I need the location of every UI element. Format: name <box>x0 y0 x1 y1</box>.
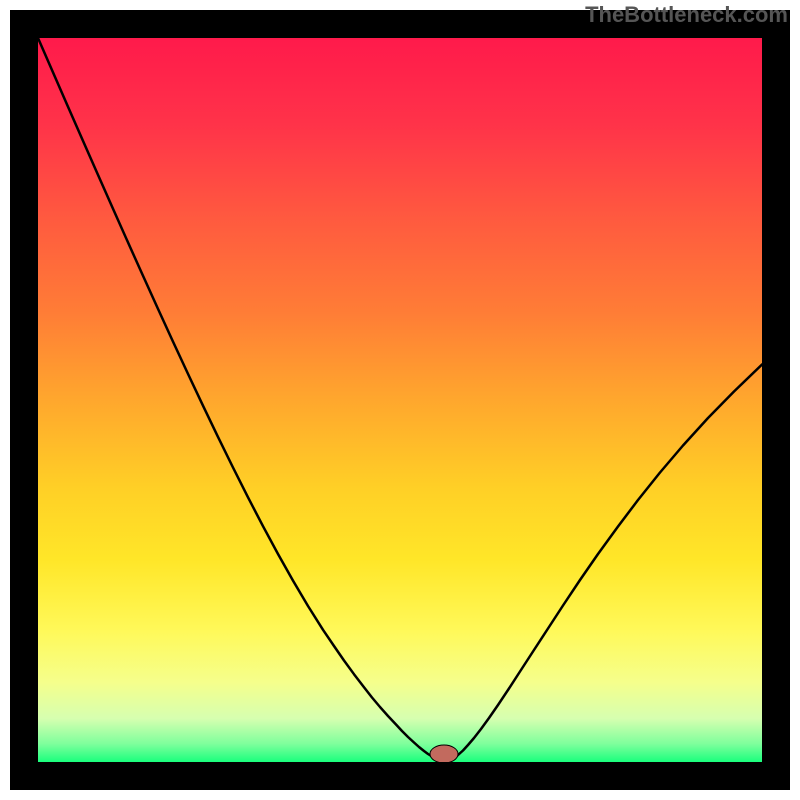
watermark-text: TheBottleneck.com <box>585 2 788 28</box>
plot-svg <box>38 38 762 762</box>
chart-container: TheBottleneck.com <box>0 0 800 800</box>
plot-area <box>38 38 762 762</box>
gradient-background <box>38 38 762 762</box>
optimum-marker <box>430 745 458 762</box>
